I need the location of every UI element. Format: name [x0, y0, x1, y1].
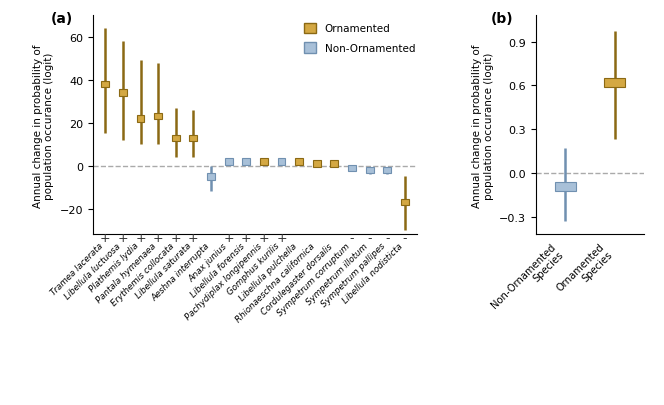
Text: +: +	[135, 232, 146, 245]
Text: -: -	[350, 232, 354, 245]
Legend: Ornamented, Non-Ornamented: Ornamented, Non-Ornamented	[304, 23, 415, 53]
FancyBboxPatch shape	[383, 167, 391, 174]
Text: -: -	[402, 232, 407, 245]
Text: +: +	[241, 232, 252, 245]
Text: +: +	[188, 232, 199, 245]
FancyBboxPatch shape	[154, 114, 162, 120]
Text: -: -	[385, 232, 390, 245]
FancyBboxPatch shape	[242, 159, 250, 165]
FancyBboxPatch shape	[224, 159, 232, 165]
FancyBboxPatch shape	[260, 159, 268, 165]
Text: +: +	[153, 232, 163, 245]
FancyBboxPatch shape	[295, 159, 303, 165]
FancyBboxPatch shape	[348, 165, 356, 172]
Text: +: +	[118, 232, 128, 245]
Text: +: +	[258, 232, 269, 245]
FancyBboxPatch shape	[401, 200, 409, 206]
FancyBboxPatch shape	[137, 116, 145, 122]
Text: +: +	[276, 232, 287, 245]
FancyBboxPatch shape	[313, 161, 321, 167]
FancyBboxPatch shape	[102, 81, 110, 88]
FancyBboxPatch shape	[172, 135, 180, 142]
Text: (a): (a)	[51, 12, 73, 26]
Text: (b): (b)	[491, 12, 513, 26]
Text: +: +	[100, 232, 111, 245]
FancyBboxPatch shape	[278, 159, 286, 165]
FancyBboxPatch shape	[207, 174, 215, 180]
FancyBboxPatch shape	[604, 79, 625, 87]
FancyBboxPatch shape	[119, 90, 127, 97]
Y-axis label: Annual change in probability of
population occurance (logit): Annual change in probability of populati…	[472, 44, 494, 207]
FancyBboxPatch shape	[366, 167, 374, 174]
Text: -: -	[367, 232, 372, 245]
Text: +: +	[171, 232, 181, 245]
FancyBboxPatch shape	[331, 161, 338, 167]
Text: +: +	[223, 232, 234, 245]
FancyBboxPatch shape	[555, 182, 576, 191]
Y-axis label: Annual change in probability of
population occurance (logit): Annual change in probability of populati…	[33, 44, 54, 207]
FancyBboxPatch shape	[189, 135, 197, 142]
